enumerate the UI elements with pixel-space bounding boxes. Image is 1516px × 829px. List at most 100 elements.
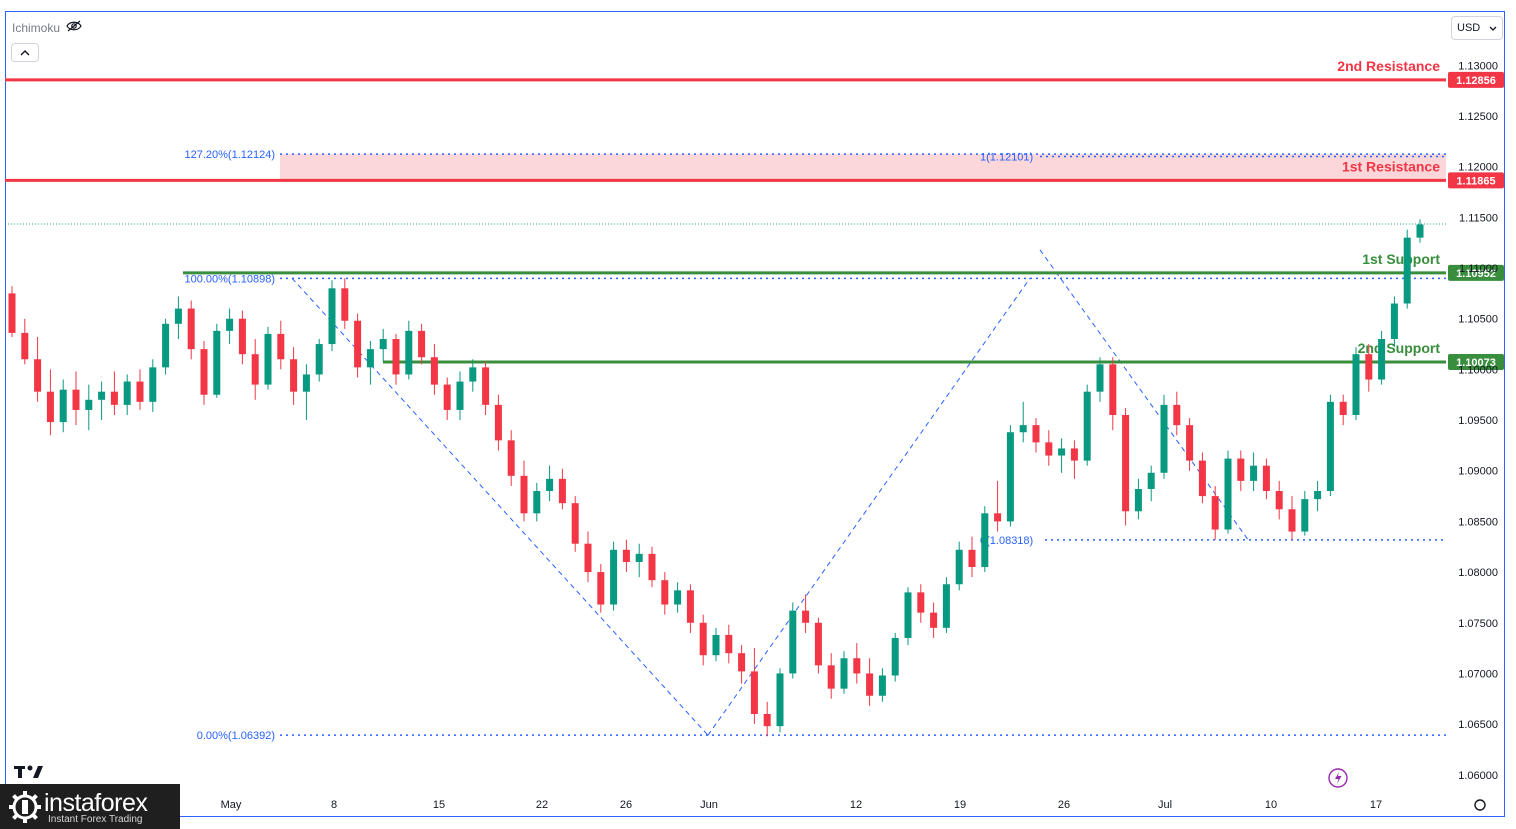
candle-body xyxy=(1416,224,1424,238)
candle-body xyxy=(277,333,285,360)
candle-body xyxy=(1058,448,1066,456)
candle-body xyxy=(891,637,899,676)
y-tick-label: 1.06500 xyxy=(1458,719,1498,731)
candle-body xyxy=(110,391,118,405)
candle-body xyxy=(354,320,362,368)
candle-body xyxy=(405,330,413,375)
fib-level-label: 1(1.12101) xyxy=(980,151,1033,163)
collapse-legend-button[interactable] xyxy=(11,43,39,62)
level-name-label: 1st Resistance xyxy=(1342,158,1440,174)
candle-body xyxy=(827,665,835,689)
y-tick-label: 1.11500 xyxy=(1459,212,1498,224)
candle-body xyxy=(1237,458,1245,481)
candle-body xyxy=(1045,442,1053,456)
candle-body xyxy=(1339,401,1347,415)
candle-body xyxy=(584,543,592,573)
currency-value: USD xyxy=(1457,22,1481,34)
x-tick-label: Jun xyxy=(700,799,718,811)
candle-body xyxy=(917,592,925,613)
tradingview-logo[interactable] xyxy=(14,762,44,783)
candle-body xyxy=(981,513,989,568)
candle-body xyxy=(1211,496,1219,530)
candle-body xyxy=(930,612,938,628)
y-tick-label: 1.12000 xyxy=(1458,162,1498,174)
candle-body xyxy=(635,553,643,562)
candle-body xyxy=(955,549,963,585)
indicator-name: Ichimoku xyxy=(12,20,61,35)
candle-body xyxy=(968,549,976,568)
candle-body xyxy=(136,381,144,402)
fib-level-label: 0.00%(1.06392) xyxy=(197,730,275,742)
level-price-label: 1.10952 xyxy=(1456,268,1496,280)
candle-body xyxy=(162,323,170,368)
candle-body xyxy=(648,553,656,581)
candle-body xyxy=(482,367,490,405)
candle-body xyxy=(507,440,515,476)
candle-body xyxy=(789,610,797,674)
candle-body xyxy=(443,384,451,410)
candle-body xyxy=(341,288,349,321)
candle-body xyxy=(558,478,566,504)
chevron-down-icon xyxy=(1489,22,1497,34)
candle-body xyxy=(85,399,93,410)
x-tick-label: 17 xyxy=(1370,799,1382,811)
candle-body xyxy=(1390,303,1398,339)
candle-body xyxy=(763,713,771,727)
candle-body xyxy=(392,338,400,375)
candle-body xyxy=(238,318,246,355)
candle-body xyxy=(1275,491,1283,510)
candle-body xyxy=(686,590,694,623)
settings-gear-icon[interactable] xyxy=(1474,799,1486,811)
fib-level-label: 0(1.08318) xyxy=(980,535,1033,547)
candle-body xyxy=(1224,458,1232,530)
x-tick-label: May xyxy=(221,799,242,811)
candle-body xyxy=(430,357,438,385)
x-tick-label: 26 xyxy=(620,799,632,811)
y-tick-label: 1.09000 xyxy=(1458,466,1498,478)
resistance-zone xyxy=(280,154,1446,181)
candle-body xyxy=(72,389,80,410)
candle-body xyxy=(123,381,131,405)
level-name-label: 2nd Support xyxy=(1358,340,1441,356)
candle-body xyxy=(1352,354,1360,415)
fib-level-label: 100.00%(1.10898) xyxy=(184,273,275,285)
candle-body xyxy=(725,634,733,654)
candle-body xyxy=(1032,425,1040,443)
level-name-label: 2nd Resistance xyxy=(1337,58,1440,74)
candle-body xyxy=(1160,404,1168,473)
currency-select[interactable]: USD xyxy=(1451,16,1503,40)
candle-body xyxy=(59,389,67,423)
eye-off-icon[interactable] xyxy=(66,20,82,35)
x-tick-label: 8 xyxy=(331,799,337,811)
y-tick-label: 1.08500 xyxy=(1458,516,1498,528)
candle-body xyxy=(802,610,810,623)
candle-body xyxy=(840,658,848,689)
candle-body xyxy=(1070,448,1078,461)
level-price-tag xyxy=(1448,172,1504,189)
lightning-icon[interactable] xyxy=(1328,768,1348,788)
x-tick-label: 26 xyxy=(1058,799,1070,811)
x-tick-label: 22 xyxy=(536,799,548,811)
x-tick-label: 15 xyxy=(433,799,445,811)
candle-body xyxy=(418,330,426,358)
candle-body xyxy=(878,675,886,696)
candle-body xyxy=(290,359,298,392)
candle-body xyxy=(366,349,374,368)
candle-body xyxy=(1326,401,1334,492)
level-price-label: 1.11865 xyxy=(1456,175,1495,187)
candle-body xyxy=(149,367,157,402)
y-tick-label: 1.12500 xyxy=(1458,111,1498,123)
candle-body xyxy=(1250,465,1258,481)
candle-body xyxy=(546,478,554,492)
y-tick-label: 1.13000 xyxy=(1458,60,1498,72)
candle-body xyxy=(456,381,464,410)
candle-body xyxy=(699,622,707,656)
candle-body xyxy=(21,332,29,360)
candle-body xyxy=(814,622,822,666)
candle-body xyxy=(469,367,477,382)
indicator-legend[interactable]: Ichimoku xyxy=(12,20,82,35)
candle-body xyxy=(8,293,16,333)
candle-body xyxy=(1122,415,1130,512)
x-tick-label: 10 xyxy=(1265,799,1277,811)
